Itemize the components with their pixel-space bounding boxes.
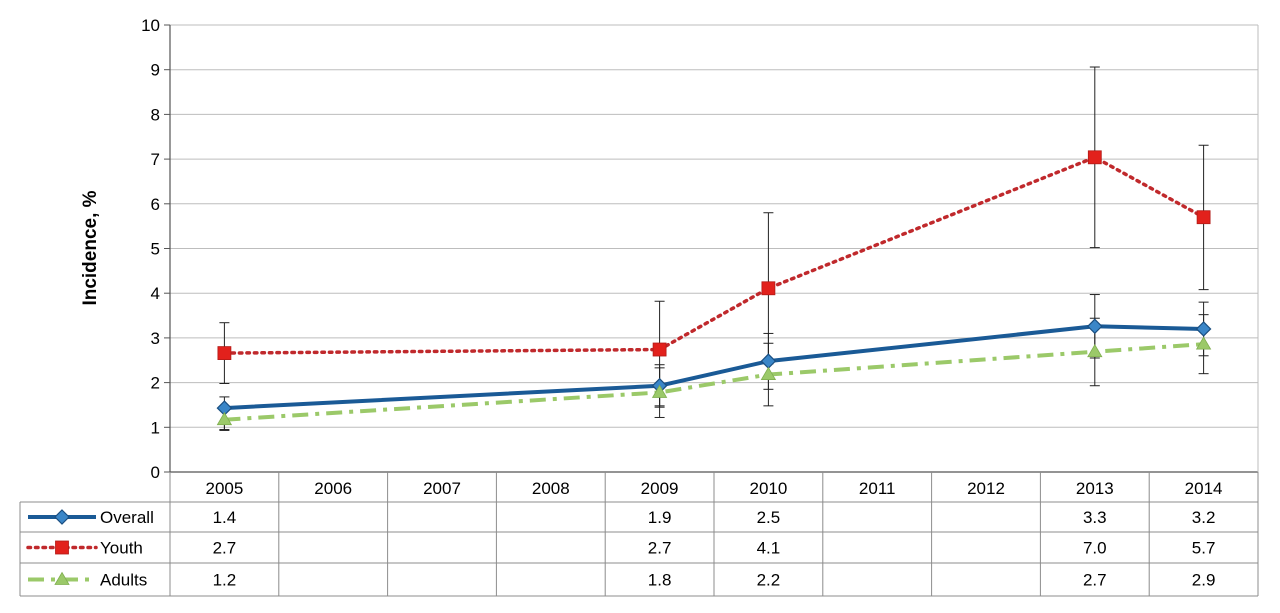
y-tick-label: 4 [151, 284, 160, 303]
y-tick-label: 1 [151, 418, 160, 437]
legend-marker [55, 540, 69, 555]
data-label: 1.8 [648, 571, 672, 590]
data-point-adults [1087, 343, 1103, 358]
data-table: 2005 2006 2007 2008 2009 2010 2011 2012 2013 2014… [19, 472, 1259, 597]
legend-marker [54, 571, 70, 585]
x-tick-label: 2013 [1076, 479, 1114, 498]
data-point-overall [1195, 321, 1212, 337]
x-tick-label: 2008 [532, 479, 570, 498]
y-tick-label: 7 [151, 150, 160, 169]
data-point-adults [651, 384, 668, 398]
legend-label: Youth [100, 539, 143, 558]
series-line-overall [224, 324, 1204, 411]
x-tick-label: 2006 [314, 479, 352, 498]
y-tick-label: 8 [151, 105, 160, 124]
y-tick-label: 3 [151, 329, 160, 348]
data-label: 2.7 [1083, 571, 1107, 590]
data-point-youth [761, 281, 776, 296]
x-tick-label: 2011 [859, 479, 896, 498]
data-label: 5.7 [1192, 539, 1216, 558]
y-tick-label: 5 [151, 240, 160, 259]
legend-label: Overall [100, 508, 154, 527]
data-label: 3.3 [1083, 508, 1107, 527]
data-label: 3.2 [1192, 508, 1216, 527]
data-label: 2.2 [757, 571, 781, 590]
y-tick-label: 9 [151, 61, 160, 80]
x-tick-label: 2005 [205, 479, 243, 498]
x-tick-label: 2012 [967, 479, 1005, 498]
y-tick-label: 6 [151, 195, 160, 214]
data-point-overall [760, 353, 777, 369]
data-point-adults [216, 411, 233, 426]
x-tick-label: 2009 [641, 479, 679, 498]
y-tick-label: 2 [151, 374, 160, 393]
data-point-youth [217, 346, 232, 360]
data-point-youth [1087, 150, 1102, 165]
data-point-youth [652, 342, 667, 357]
data-label: 2.9 [1192, 571, 1216, 590]
data-point-adults [760, 366, 777, 380]
data-label: 1.4 [213, 508, 237, 527]
data-label: 1.2 [213, 571, 237, 590]
data-label: 2.7 [213, 539, 237, 558]
data-label: 4.1 [757, 539, 781, 558]
y-axis-label: Incidence, % [80, 190, 101, 305]
y-tick-label: 10 [141, 16, 160, 35]
data-point-adults [1195, 336, 1212, 350]
data-label: 2.7 [648, 539, 672, 558]
series-line-adults [224, 342, 1204, 422]
x-tick-label: 2010 [749, 479, 787, 498]
y-axis-ticks: 0 1 2 3 4 5 6 7 8 9 10 [141, 16, 160, 482]
y-tick-label: 0 [151, 463, 160, 482]
data-label: 1.9 [648, 508, 672, 527]
data-point-overall [1086, 318, 1103, 335]
data-label: 2.5 [757, 508, 781, 527]
x-tick-label: 2007 [423, 479, 461, 498]
legend-marker [54, 509, 70, 525]
series-layer [216, 66, 1212, 431]
data-point-youth [1196, 210, 1211, 225]
gridlines [164, 24, 1259, 473]
data-label: 7.0 [1083, 539, 1107, 558]
series-line-youth [222, 155, 1206, 355]
legend-label: Adults [100, 571, 147, 590]
x-tick-label: 2014 [1185, 479, 1223, 498]
